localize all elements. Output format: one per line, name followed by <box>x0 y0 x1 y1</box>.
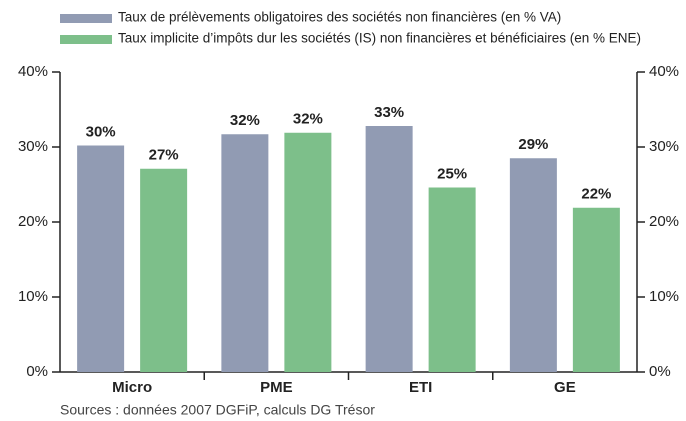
bar <box>428 187 476 372</box>
x-tick-label: GE <box>554 379 576 396</box>
source-note: Sources : données 2007 DGFiP, calculs DG… <box>60 402 375 418</box>
y-tick-label: 40% <box>18 63 48 80</box>
y-tick-label: 10% <box>18 288 48 305</box>
y-tick-label: 30% <box>18 138 48 155</box>
bar <box>365 126 413 372</box>
legend-label: Taux de prélèvements obligatoires des so… <box>118 10 561 25</box>
y2-tick-label: 0% <box>649 363 671 380</box>
y2-tick-label: 40% <box>649 63 679 80</box>
y2-tick-label: 10% <box>649 288 679 305</box>
bar <box>509 158 557 372</box>
value-label: 29% <box>518 136 548 153</box>
legend-swatch <box>60 35 112 44</box>
bar <box>140 168 188 372</box>
x-tick-label: Micro <box>112 379 152 396</box>
y-tick-label: 20% <box>18 213 48 230</box>
x-tick-label: ETI <box>409 379 432 396</box>
bar <box>221 134 269 372</box>
legend-label: Taux implicite d’impôts dur les sociétés… <box>118 31 641 46</box>
y-tick-label: 0% <box>26 363 48 380</box>
y2-tick-label: 30% <box>649 138 679 155</box>
value-label: 32% <box>293 111 323 128</box>
value-label: 33% <box>374 104 404 121</box>
value-label: 27% <box>149 147 179 164</box>
y2-tick-label: 20% <box>649 213 679 230</box>
legend-swatch <box>60 14 112 23</box>
value-label: 32% <box>230 112 260 129</box>
value-label: 22% <box>581 186 611 203</box>
bar <box>572 207 620 372</box>
x-tick-label: PME <box>260 379 293 396</box>
value-label: 25% <box>437 165 467 182</box>
bar <box>77 145 125 372</box>
bar <box>284 132 332 372</box>
value-label: 30% <box>86 123 116 140</box>
